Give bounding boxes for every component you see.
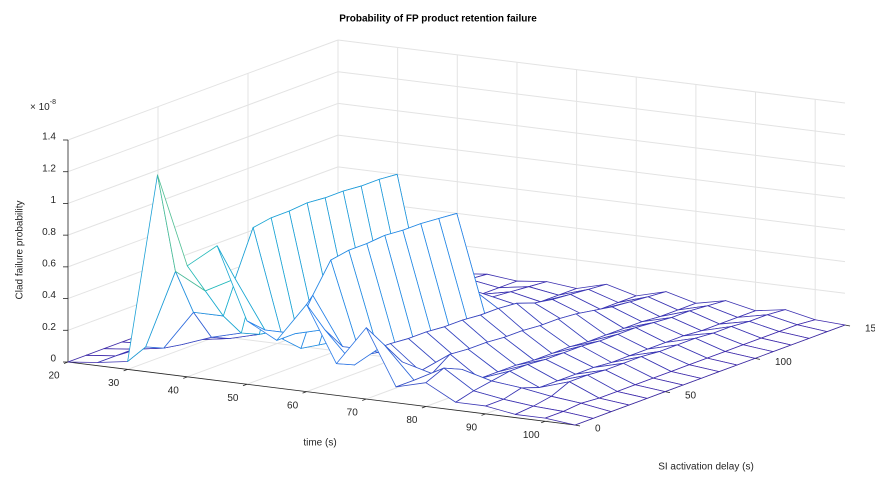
z-tick-label: 0.6 xyxy=(42,258,56,269)
x-tick-label: 100 xyxy=(523,430,540,441)
grid-line xyxy=(67,39,339,141)
tick-mark xyxy=(754,357,761,360)
z-tick-label: 0.8 xyxy=(42,227,56,238)
y-tick-label: 0 xyxy=(595,424,601,435)
x-tick-label: 40 xyxy=(168,385,180,396)
tick-mark xyxy=(242,383,248,387)
z-multiplier-exponent: -8 xyxy=(50,99,56,106)
z-tick-label: 0.4 xyxy=(42,290,56,301)
z-axis-label: Clad failure probability xyxy=(15,201,26,300)
grid-line xyxy=(337,198,846,263)
y-axis-label: SI activation delay (s) xyxy=(658,462,754,473)
labels: 20 30 40 50 60 70 80 90 100 0 50 100 150 0 0.2 0.4 0.6 0.… xyxy=(42,132,875,441)
x-tick-label: 50 xyxy=(227,393,239,404)
tick-mark xyxy=(844,324,851,327)
x-tick-label: 90 xyxy=(466,423,478,434)
mesh xyxy=(67,173,846,426)
x-tick-label: 80 xyxy=(406,415,418,426)
chart-title: Probability of FP product retention fail… xyxy=(339,14,537,25)
tick-mark xyxy=(183,376,188,379)
grid-line xyxy=(67,71,339,173)
axis-line xyxy=(67,361,576,426)
tick-mark xyxy=(123,369,128,372)
z-multiplier-base: × 10 xyxy=(30,102,50,113)
grid-line xyxy=(337,71,846,136)
x-tick-label: 60 xyxy=(287,400,299,411)
x-tick-label: 20 xyxy=(48,371,60,382)
tick-mark xyxy=(302,391,307,394)
x-axis-label: time (s) xyxy=(303,438,336,449)
mesh-cell xyxy=(544,411,594,426)
z-tick-label: 1.4 xyxy=(42,132,56,143)
tick-mark xyxy=(362,398,367,401)
grid-line xyxy=(337,166,846,231)
z-tick-label: 0 xyxy=(50,354,56,365)
tick-mark xyxy=(664,391,671,394)
y-tick-label: 150 xyxy=(865,324,875,335)
z-tick-label: 0.2 xyxy=(42,322,56,333)
x-tick-label: 70 xyxy=(347,408,359,419)
x-tick-label: 30 xyxy=(108,378,120,389)
y-tick-label: 100 xyxy=(775,357,792,368)
tick-mark xyxy=(481,413,486,416)
grid-line xyxy=(67,102,339,204)
tick-mark xyxy=(541,420,546,424)
grid-line xyxy=(67,134,339,236)
grid-line xyxy=(337,134,846,199)
grid-line xyxy=(337,102,846,167)
grid-line xyxy=(67,166,339,268)
z-tick-label: 1.2 xyxy=(42,163,56,174)
tick-mark xyxy=(421,406,427,409)
z-tick-label: 1 xyxy=(50,195,56,206)
grid-line xyxy=(337,39,846,104)
tick-mark xyxy=(574,424,581,427)
y-tick-label: 50 xyxy=(685,390,697,401)
z-multiplier: × 10-8 xyxy=(30,99,56,113)
